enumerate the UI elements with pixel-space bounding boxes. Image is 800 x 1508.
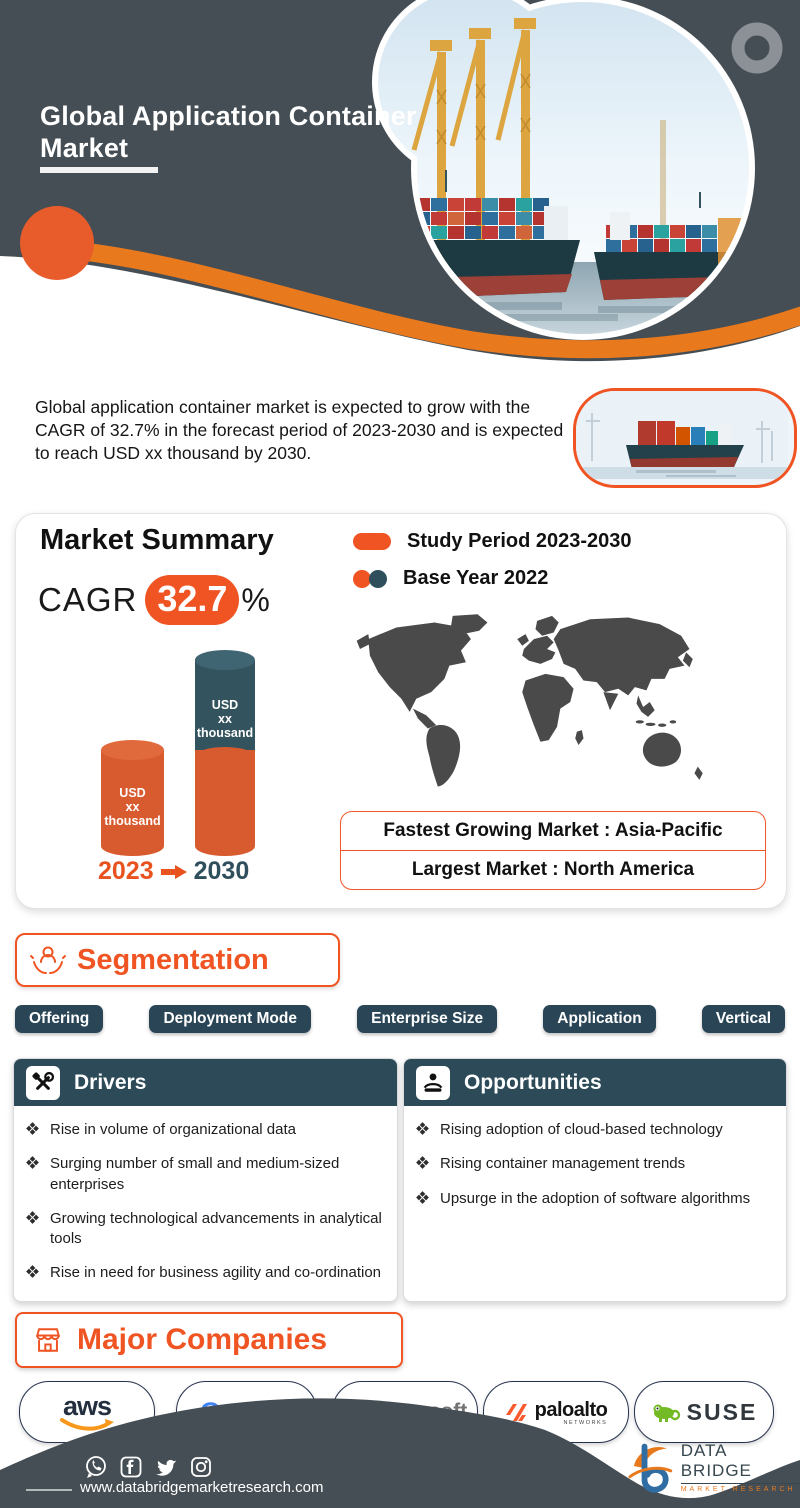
study-period-icon [353, 533, 391, 550]
largest-market: Largest Market : North America [411, 859, 695, 880]
list-item: Rising container management trends [416, 1154, 772, 1174]
market-summary-title: Market Summary [40, 524, 274, 556]
harbor-cranes [411, 18, 666, 264]
tag-enterprise-size: Enterprise Size [357, 1005, 498, 1033]
bar-2030-value-label: USD xx thousand [196, 698, 254, 740]
list-item: Rising adoption of cloud-based technolog… [416, 1120, 772, 1140]
list-item: Rise in volume of organizational data [26, 1120, 383, 1140]
drivers-list: Rise in volume of organizational data Su… [14, 1120, 397, 1284]
opportunities-list: Rising adoption of cloud-based technolog… [404, 1120, 786, 1209]
tag-application: Application [543, 1005, 656, 1033]
segmentation-tags: Offering Deployment Mode Enterprise Size… [15, 1005, 785, 1033]
base-year-icon [353, 569, 387, 588]
whatsapp-icon[interactable] [84, 1455, 108, 1479]
drivers-panel: Drivers Rise in volume of organizational… [13, 1058, 398, 1302]
footer-wave [0, 1398, 800, 1508]
cagr-value-badge: 32.7 [145, 575, 240, 625]
databridge-name: DATA BRIDGE [680, 1441, 800, 1484]
list-item: Rise in need for business agility and co… [26, 1263, 383, 1283]
legend-base-year: Base Year 2022 [353, 567, 548, 590]
bar-2030 [195, 650, 255, 856]
databridge-logo-icon [628, 1443, 673, 1493]
paloalto-networks-text: NETWORKS [563, 1419, 608, 1426]
opportunities-panel: Opportunities Rising adoption of cloud-b… [403, 1058, 787, 1302]
intro-paragraph: Global application container market is e… [35, 397, 564, 463]
ring-decoration [731, 22, 783, 74]
orange-dot-decoration [20, 206, 94, 280]
aws-smile-icon [60, 1417, 114, 1431]
diamond-bullet-icon [416, 1190, 429, 1204]
diamond-bullet-icon [416, 1122, 429, 1135]
drivers-title: Drivers [74, 1070, 147, 1094]
list-item: Upsurge in the adoption of software algo… [416, 1189, 772, 1209]
cagr-callout: CAGR 32.7 % [38, 574, 270, 626]
tag-deployment-mode: Deployment Mode [149, 1005, 311, 1033]
paloalto-logo-text: paloalto [534, 1398, 608, 1421]
year-2030-label: 2030 [193, 857, 250, 885]
ship-bridge-right [610, 212, 630, 240]
year-2023-label: 2023 [98, 857, 154, 885]
header-background [0, 0, 800, 362]
ship-thumbnail-image [576, 391, 788, 479]
major-companies-title: Major Companies [77, 1323, 328, 1356]
tag-vertical: Vertical [701, 1005, 785, 1033]
key-markets-box: Fastest Growing Market : Asia-Pacific La… [340, 811, 766, 890]
bar-2023-value-label: USD xx thousand [104, 786, 161, 828]
study-period-label: Study Period 2023-2030 [407, 530, 632, 552]
ship-thumbnail [573, 388, 797, 488]
twitter-icon[interactable] [154, 1455, 178, 1479]
list-item: Surging number of small and medium-sized… [26, 1154, 383, 1195]
footer-line [26, 1489, 72, 1491]
website-link[interactable]: www.databridgemarketresearch.com [80, 1479, 324, 1496]
hand-coin-icon [416, 1065, 450, 1100]
suse-chameleon-icon [653, 1404, 680, 1422]
base-year-label: Base Year 2022 [403, 567, 549, 589]
paloalto-icon [505, 1404, 527, 1421]
tag-offering: Offering [15, 1005, 104, 1033]
databridge-logo: DATA BRIDGE MARKET RESEARCH [628, 1440, 800, 1494]
segmentation-title: Segmentation [77, 943, 269, 976]
drivers-header: Drivers [14, 1059, 397, 1106]
company-suse: SUSE [634, 1381, 774, 1443]
diamond-bullet-icon [26, 1122, 39, 1135]
suse-logo-text: SUSE [686, 1398, 758, 1425]
legend-study-period: Study Period 2023-2030 [353, 530, 632, 553]
diamond-bullet-icon [26, 1156, 39, 1170]
tools-icon [26, 1065, 60, 1100]
bar-2023 [101, 740, 164, 856]
major-companies-header: Major Companies [15, 1312, 403, 1368]
world-map [356, 614, 703, 787]
list-item: Growing technological advancements in an… [26, 1209, 383, 1250]
ship-bridge-left [544, 206, 568, 240]
hands-care-icon [30, 946, 66, 974]
page-title: Global Application Container Market [40, 101, 417, 163]
cagr-percent-sign: % [241, 581, 270, 618]
databridge-subtitle: MARKET RESEARCH [680, 1486, 796, 1493]
growth-cylinder-chart [101, 650, 255, 856]
title-underline [40, 167, 158, 173]
diamond-bullet-icon [26, 1210, 39, 1224]
opportunities-header: Opportunities [404, 1059, 786, 1106]
fastest-growing-market: Fastest Growing Market : Asia-Pacific [383, 820, 723, 841]
arrow-right-icon [160, 864, 187, 879]
divider [341, 850, 765, 851]
diamond-bullet-icon [416, 1156, 429, 1170]
facebook-icon[interactable] [119, 1455, 143, 1479]
opportunities-title: Opportunities [464, 1070, 602, 1094]
aws-logo-text: aws [62, 1390, 112, 1421]
storefront-icon [35, 1328, 61, 1352]
segmentation-header: Segmentation [15, 933, 340, 987]
cagr-label: CAGR [38, 581, 138, 618]
diamond-bullet-icon [26, 1265, 39, 1279]
cargo-containers-right [606, 225, 717, 252]
instagram-icon[interactable] [189, 1455, 213, 1479]
chart-years: 2023 2030 [98, 857, 258, 886]
